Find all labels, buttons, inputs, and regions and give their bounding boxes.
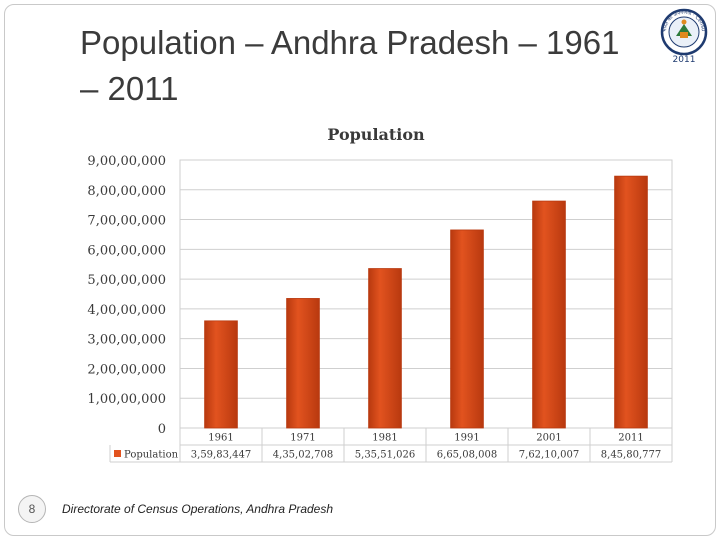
y-tick-label: 8,00,00,000	[87, 184, 166, 199]
data-value-label: 4,35,02,708	[273, 450, 333, 461]
y-tick-label: 5,00,00,000	[87, 273, 166, 288]
y-tick-label: 4,00,00,000	[87, 303, 166, 318]
bar	[368, 268, 402, 429]
x-category-label: 1961	[208, 433, 233, 444]
y-tick-labels: 0 1,00,00,000 2,00,00,000 3,00,00,000 4,00,0…	[87, 154, 166, 437]
y-tick-label: 1,00,00,000	[87, 392, 166, 407]
x-category-label: 1991	[454, 433, 479, 444]
footer-source: Directorate of Census Operations, Andhra…	[62, 502, 334, 516]
logo-year: 2011	[672, 55, 696, 65]
page-number: 8	[18, 495, 46, 523]
grid-layer	[179, 159, 673, 429]
bar	[450, 229, 484, 429]
x-category-label: 1981	[372, 433, 397, 444]
bar	[532, 200, 566, 429]
x-category-label: 2001	[536, 433, 561, 444]
chart-title: Population	[327, 125, 425, 144]
data-table: 1961 3,59,83,447 1971 4,35,02,708 1981 5,35,5…	[109, 428, 673, 463]
bar	[204, 320, 238, 429]
y-tick-label: 0	[158, 422, 166, 437]
bar	[614, 175, 648, 429]
population-chart: Population 0 1,00,00,000 2,00,00,000 3,00,0…	[66, 112, 678, 472]
bars	[204, 175, 648, 429]
census-logo: भारत की जनगणना · Census of India	[656, 6, 708, 56]
legend-label: Population	[124, 450, 179, 461]
data-value-label: 5,35,51,026	[355, 450, 415, 461]
legend-swatch	[114, 450, 121, 457]
data-value-label: 6,65,08,008	[437, 450, 497, 461]
data-value-label: 7,62,10,007	[519, 450, 579, 461]
y-tick-label: 2,00,00,000	[87, 362, 166, 377]
bar	[286, 298, 320, 429]
data-value-label: 3,59,83,447	[191, 450, 251, 461]
y-tick-label: 6,00,00,000	[87, 243, 166, 258]
plot-border	[179, 159, 673, 429]
y-tick-label: 7,00,00,000	[87, 214, 166, 229]
slide-title: Population – Andhra Pradesh – 1961 – 201…	[80, 24, 620, 107]
x-category-label: 2011	[618, 433, 643, 444]
data-value-label: 8,45,80,777	[601, 450, 661, 461]
y-tick-label: 9,00,00,000	[87, 154, 166, 169]
slide-frame	[4, 4, 716, 536]
x-category-label: 1971	[290, 433, 315, 444]
chart-svg: Population 0 1,00,00,000 2,00,00,000 3,00,0…	[87, 125, 673, 463]
y-tick-label: 3,00,00,000	[87, 333, 166, 348]
